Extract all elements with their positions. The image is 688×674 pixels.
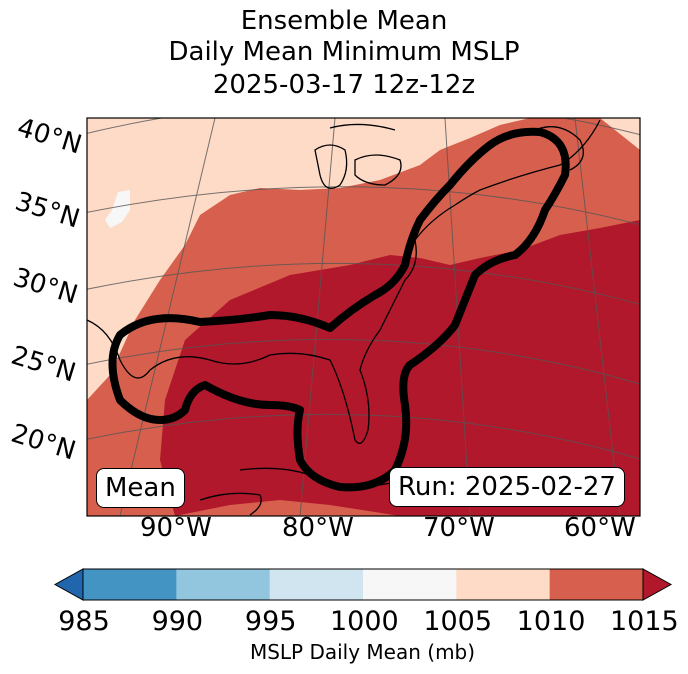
colorbar	[53, 568, 673, 601]
colorbar-frame	[82, 568, 644, 601]
ensemble-contour	[108, 127, 570, 492]
colorbar-tick-label: 990	[151, 606, 204, 637]
colorbar-extend-low	[53, 568, 84, 601]
colorbar-segment	[549, 569, 644, 600]
colorbar-tick-label: 1000	[330, 606, 399, 637]
lon-label-70: 70°W	[423, 513, 495, 543]
colorbar-segment	[83, 569, 177, 600]
colorbar-tick-label: 1010	[516, 606, 586, 637]
map-area	[87, 118, 640, 516]
title-line-1: Ensemble Mean	[240, 6, 448, 36]
colorbar-segment	[363, 569, 457, 600]
title-line-3: 2025-03-17 12z-12z	[212, 70, 476, 100]
colorbar-tick-label: 1005	[423, 606, 493, 637]
run-date-box: Run: 2025-02-27	[389, 467, 625, 507]
lon-label-60: 60°W	[564, 513, 636, 543]
colorbar-tick-label: 1015	[610, 606, 679, 637]
colorbar-label: MSLP Daily Mean (mb)	[249, 640, 476, 664]
mean-box: Mean	[96, 468, 185, 508]
colorbar-extend-high	[642, 568, 673, 601]
colorbar-segment	[176, 569, 271, 600]
colorbar-segment	[269, 569, 364, 600]
map-frame	[86, 117, 641, 517]
colorbar-tick-label: 985	[58, 606, 110, 637]
lon-label-90: 90°W	[140, 513, 212, 543]
pressure-region-1000-1005	[105, 190, 130, 228]
colorbar-segment	[456, 569, 551, 600]
pressure-region-above-1015	[160, 220, 640, 516]
colorbar-tick-label: 995	[244, 606, 297, 637]
title-line-2: Daily Mean Minimum MSLP	[168, 37, 520, 67]
lon-label-80: 80°W	[282, 513, 354, 543]
